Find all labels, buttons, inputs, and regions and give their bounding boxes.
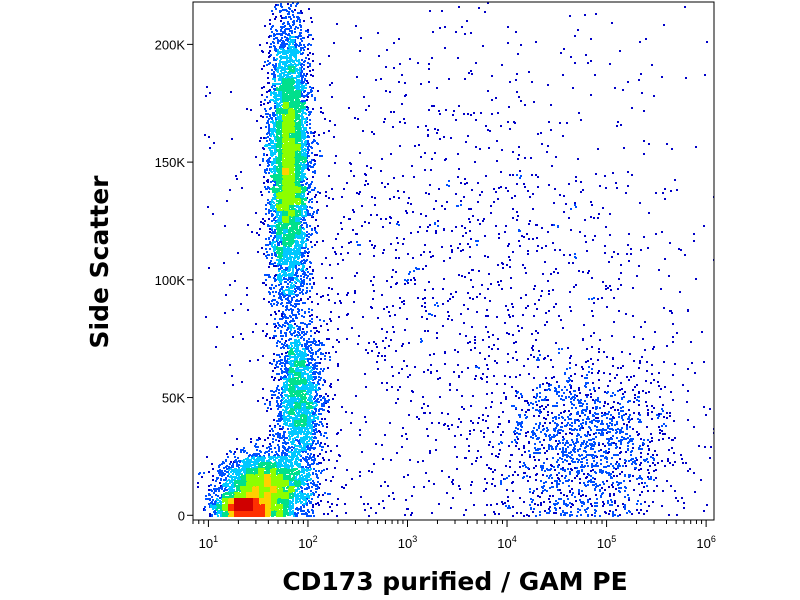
x-tick-label: 104 — [497, 534, 516, 551]
plot-frame — [192, 1, 715, 521]
x-tick-exponent: 4 — [512, 534, 517, 544]
x-axis: 101 102 103 104 105 106 — [192, 520, 716, 551]
x-tick-base: 10 — [398, 536, 412, 551]
density-layer-1 — [198, 2, 667, 517]
x-tick-base: 10 — [497, 536, 511, 551]
scatter-points — [197, 2, 714, 517]
x-tick-label: 106 — [696, 534, 715, 551]
x-tick-exponent: 6 — [711, 534, 716, 544]
x-tick-exponent: 5 — [611, 534, 616, 544]
y-tick-label: 200K — [155, 37, 186, 52]
x-tick-base: 10 — [597, 536, 611, 551]
x-tick-exponent: 3 — [412, 534, 417, 544]
y-tick-label: 150K — [155, 155, 186, 170]
y-axis-title: Side Scatter — [85, 175, 114, 349]
density-layer-6 — [228, 498, 265, 517]
density-layer-7 — [234, 498, 253, 511]
density-layer-4 — [222, 102, 301, 517]
x-tick-base: 10 — [696, 536, 710, 551]
x-tick-label: 103 — [398, 534, 417, 551]
x-tick-label: 102 — [298, 534, 317, 551]
y-axis: 0 50K 100K 150K 200K — [155, 37, 193, 523]
x-tick-label: 101 — [199, 534, 218, 551]
x-tick-base: 10 — [298, 536, 312, 551]
y-tick-label: 0 — [178, 508, 185, 523]
x-tick-exponent: 1 — [213, 534, 218, 544]
x-tick-label: 105 — [597, 534, 616, 551]
x-axis-title: CD173 purified / GAM PE — [282, 567, 627, 596]
x-tick-base: 10 — [199, 536, 213, 551]
y-tick-label: 50K — [162, 391, 185, 406]
x-tick-exponent: 2 — [313, 534, 318, 544]
y-tick-label: 100K — [155, 273, 186, 288]
